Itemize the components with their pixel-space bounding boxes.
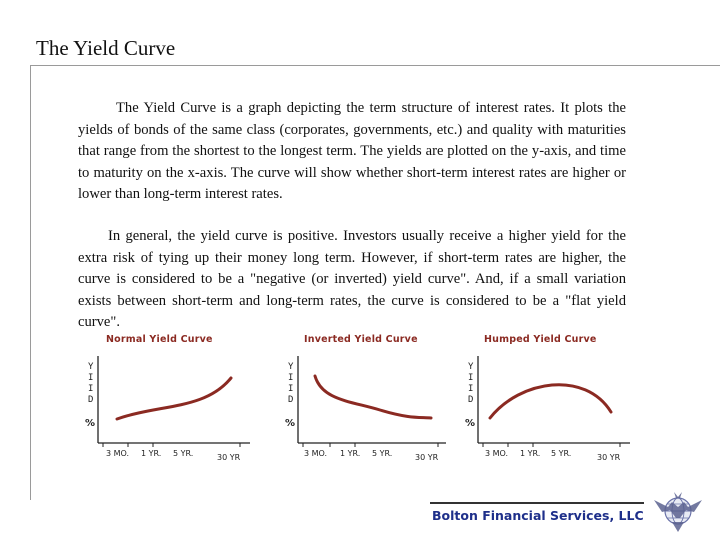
percent-label: % [465,418,475,429]
chart-inverted: Y I I D % 3 MO. 1 YR. 5 YR. 30 YR [285,356,446,462]
x-label: 5 YR. [173,449,193,458]
chart-title-humped: Humped Yield Curve [484,334,597,345]
x-label: 5 YR. [551,449,571,458]
chart-humped: Y I I D % 3 MO. 1 YR. 5 YR. 30 YR [465,356,630,462]
y-label-letter: I [88,373,93,383]
footer-divider [430,502,644,504]
intro-paragraph: The Yield Curve is a graph depicting the… [78,100,626,202]
axis-humped [477,356,630,447]
x-label: 5 YR. [372,449,392,458]
x-label: 3 MO. [485,449,508,458]
percent-label: % [285,418,295,429]
chart-title-normal: Normal Yield Curve [106,334,213,345]
y-label-letter: I [288,384,293,394]
y-label-letter: D [288,395,293,405]
x-label: 30 YR [415,453,439,462]
x-label: 30 YR [217,453,241,462]
chart-title-inverted: Inverted Yield Curve [304,334,418,345]
chart-normal: Y I I D % 3 MO. 1 YR. 5 YR. 30 YR [85,356,250,462]
y-label-letter: I [88,384,93,394]
company-name: Bolton Financial Services, LLC [432,508,644,523]
x-label: 30 YR [597,453,621,462]
left-border-line [30,65,31,500]
title-divider [30,65,720,66]
axis-normal [97,356,250,447]
slide-title: The Yield Curve [36,36,176,60]
x-label: 3 MO. [106,449,129,458]
axis-inverted [297,356,446,447]
y-label-letter: Y [468,362,474,372]
normal-curve-line [115,376,233,421]
x-label: 1 YR. [520,449,540,458]
inverted-curve-line [313,374,433,420]
y-label-letter: I [468,384,473,394]
humped-curve-line [488,383,613,420]
y-label-letter: Y [88,362,94,372]
y-label-letter: I [468,373,473,383]
x-label: 3 MO. [304,449,327,458]
x-label: 1 YR. [340,449,360,458]
globe-eagle-logo-icon [654,492,702,532]
y-label-letter: D [468,395,473,405]
y-label-letter: D [88,395,93,405]
x-label: 1 YR. [141,449,161,458]
percent-label: % [85,418,95,429]
y-label-letter: I [288,373,293,383]
y-label-letter: Y [288,362,294,372]
detail-paragraph: In general, the yield curve is positive.… [78,228,626,330]
